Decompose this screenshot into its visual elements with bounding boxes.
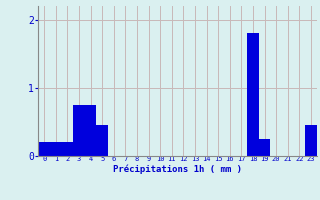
Bar	[259, 139, 270, 156]
Bar	[50, 142, 61, 156]
Bar	[62, 142, 73, 156]
Bar	[73, 105, 85, 156]
Bar	[305, 125, 317, 156]
Bar	[85, 105, 96, 156]
Bar	[96, 125, 108, 156]
Bar	[38, 142, 50, 156]
X-axis label: Précipitations 1h ( mm ): Précipitations 1h ( mm )	[113, 165, 242, 174]
Bar	[247, 33, 259, 156]
